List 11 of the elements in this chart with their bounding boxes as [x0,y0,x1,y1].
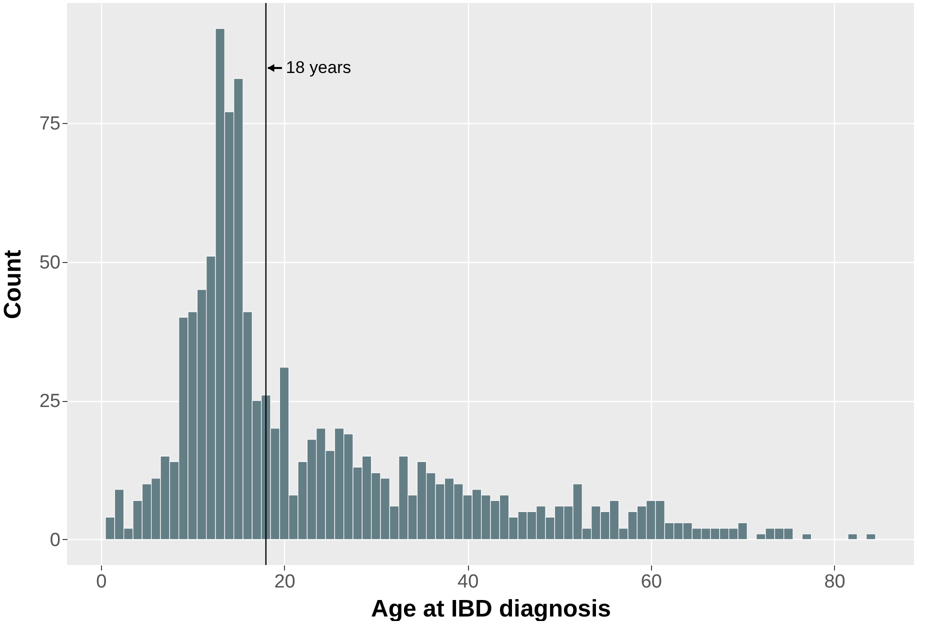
y-axis-title: Count [0,250,26,320]
x-tick-label: 20 [274,572,296,592]
y-tick-label: 25 [39,391,60,412]
x-tick-label: 80 [824,572,846,592]
x-tick-label: 0 [96,572,107,592]
ref-line-label: 18 years [286,58,352,77]
x-tick-label: 60 [640,572,662,592]
y-tick-label: 75 [39,113,60,134]
y-tick-label: 0 [50,530,60,551]
x-tick-label: 40 [458,572,479,592]
y-tick-label: 50 [39,252,60,274]
